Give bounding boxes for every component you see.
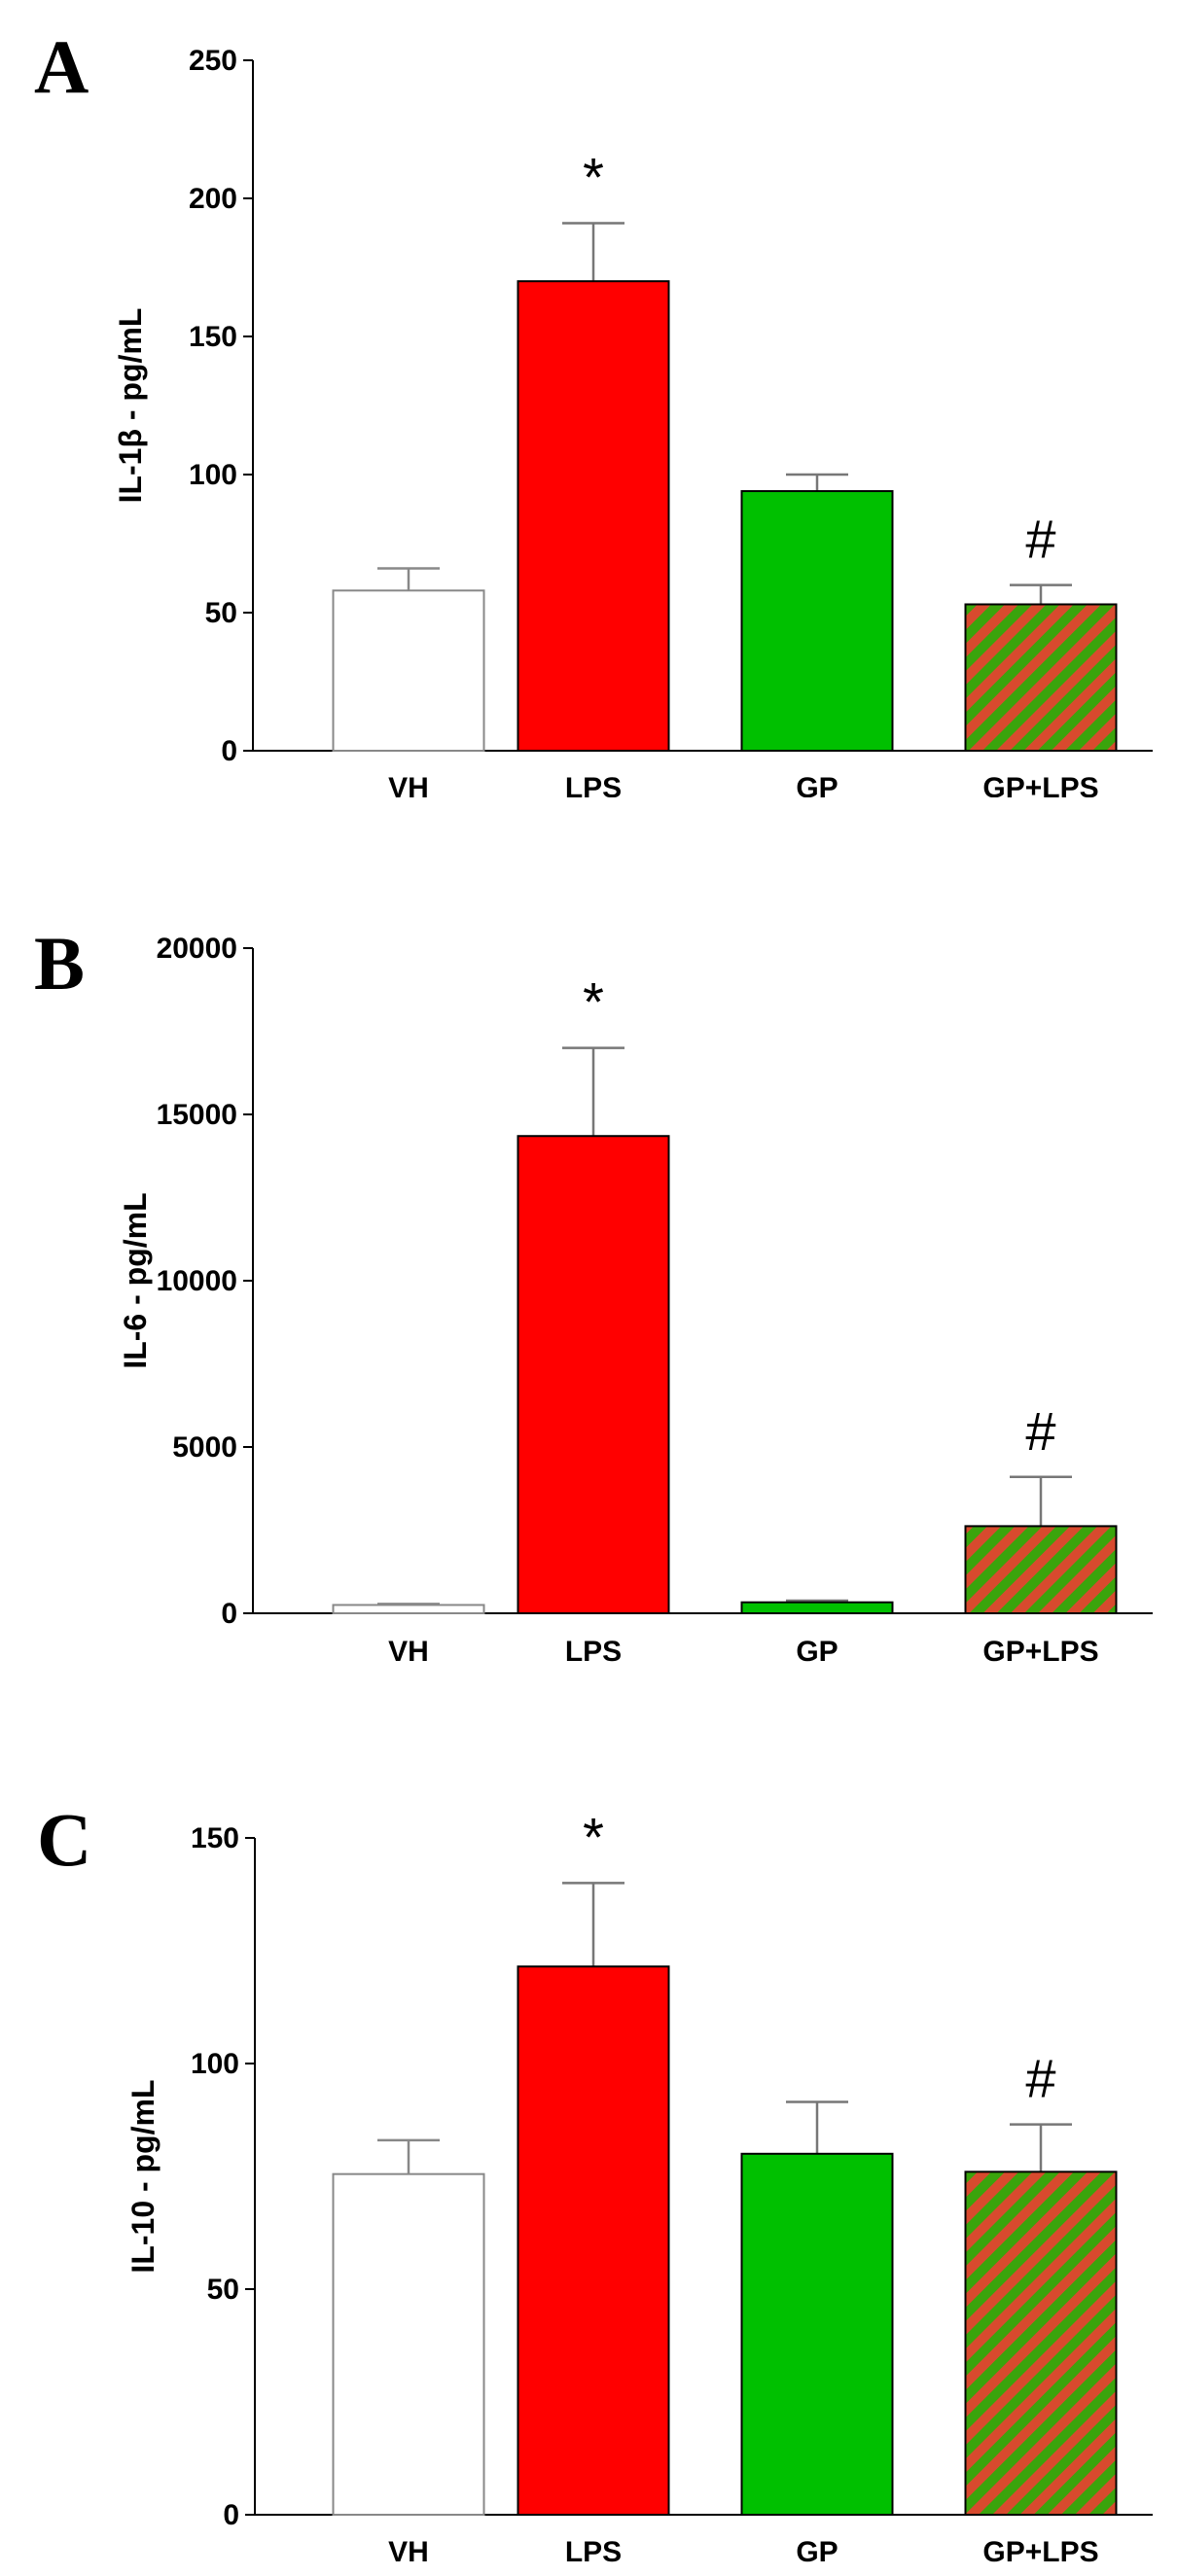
y-tick-label: 5000 — [172, 1431, 237, 1464]
category-label: LPS — [565, 772, 622, 797]
bar-gp — [740, 490, 894, 752]
significance-asterisk: * — [583, 971, 604, 1033]
category-label: VH — [388, 1636, 429, 1668]
panel-letter-b: B — [34, 921, 86, 1006]
significance-asterisk: * — [583, 1806, 604, 1867]
y-axis-label: IL-6 - pg/mL — [118, 1192, 153, 1368]
significance-hash: # — [1025, 509, 1055, 570]
y-tick-label: 100 — [189, 459, 237, 491]
bar-gp — [740, 1601, 894, 1614]
y-tick-label: 250 — [189, 45, 237, 77]
bar-vh — [332, 2172, 485, 2516]
y-tick-label: 10000 — [157, 1265, 237, 1297]
bar-vh — [332, 589, 485, 753]
panel-letter-c: C — [37, 1797, 92, 1882]
category-label: LPS — [565, 1636, 622, 1668]
y-axis-label: IL-1β - pg/mL — [113, 308, 148, 504]
y-tick-label: 0 — [221, 1598, 237, 1630]
y-tick-label: 150 — [191, 1822, 239, 1854]
bar-gp-lps — [964, 2170, 1118, 2516]
il6-chart: 0 5000 10000 15000 20000 IL-6 - pg/mL VH LPS * GP… — [118, 933, 1153, 1668]
y-tick-label: 150 — [189, 321, 237, 353]
panel-letter-a: A — [34, 24, 89, 109]
y-tick-label: 100 — [191, 2048, 239, 2080]
bar-gp-lps — [964, 1525, 1118, 1614]
y-tick-label: 20000 — [157, 933, 237, 965]
bar-vh — [332, 1604, 485, 1615]
panel-b: B 0 5000 10000 15000 20000 IL-6 - pg/mL VH LPS *… — [0, 904, 1177, 1702]
bar-gp-lps — [964, 603, 1118, 752]
category-label: GP+LPS — [982, 1636, 1098, 1668]
y-tick-label: 0 — [221, 735, 237, 767]
y-tick-label: 15000 — [157, 1099, 237, 1131]
category-label: GP — [796, 2536, 838, 2568]
il1b-chart: 0 50 100 150 200 250 IL-1β - pg/mL VH LPS * GP GP+L… — [113, 45, 1153, 797]
bar-gp — [740, 2152, 894, 2516]
panel-a: A 0 50 100 150 200 250 IL-1β - pg/mL VH LPS * GP GP… — [0, 0, 1177, 797]
y-tick-label: 50 — [207, 2274, 239, 2306]
category-label: VH — [388, 772, 429, 797]
significance-hash: # — [1025, 2048, 1055, 2109]
category-label: GP+LPS — [982, 772, 1098, 797]
y-tick-label: 50 — [205, 597, 237, 629]
category-label: GP — [796, 1636, 838, 1668]
y-axis-label: IL-10 - pg/mL — [125, 2079, 160, 2273]
bar-lps — [517, 1135, 670, 1614]
category-label: GP — [796, 772, 838, 797]
significance-hash: # — [1025, 1400, 1055, 1462]
il10-chart: 0 50 100 150 IL-10 - pg/mL VH LPS * GP GP+LPS # — [125, 1806, 1153, 2568]
significance-asterisk: * — [583, 147, 604, 208]
y-tick-label: 0 — [223, 2499, 239, 2531]
category-label: GP+LPS — [982, 2536, 1098, 2568]
panel-c: C 0 50 100 150 IL-10 - pg/mL VH LPS * GP GP+LPS # — [0, 1760, 1177, 2576]
category-label: LPS — [565, 2536, 622, 2568]
category-label: VH — [388, 2536, 429, 2568]
bar-lps — [517, 280, 670, 752]
bar-lps — [517, 1965, 670, 2517]
y-tick-label: 200 — [189, 183, 237, 215]
